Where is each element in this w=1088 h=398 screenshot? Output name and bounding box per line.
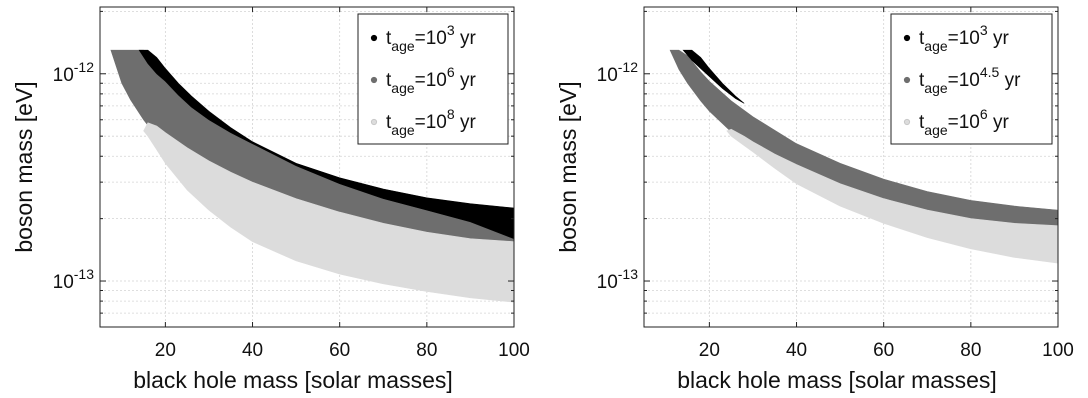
- chart-panel-right: 20 40 60 80 100 10-12 10-13 black hole mass [so…: [544, 0, 1088, 398]
- x-tick-label: 100: [498, 340, 530, 361]
- legend-marker-1: [903, 34, 911, 42]
- legend-box: [890, 13, 1053, 145]
- legend-box: [357, 13, 509, 145]
- legend-marker-0: [370, 76, 378, 84]
- y-tick-label: 10-12: [53, 59, 95, 86]
- legend: tage=103 yr tage=104.5 yr tage=106 yr: [890, 13, 1053, 145]
- y-axis-label: boson mass [eV]: [11, 81, 37, 252]
- axes-box: [643, 6, 1059, 328]
- legend-entry-1: tage=103 yr: [386, 22, 476, 54]
- chart-panel-left: 20 40 60 80 100 10-12 10-13 black hole mass [so…: [11, 6, 530, 393]
- x-tick-label: 100: [1042, 340, 1074, 361]
- legend-marker-2: [370, 118, 378, 126]
- legend-entry-2: tage=108 yr: [386, 106, 476, 138]
- legend: tage=103 yr tage=106 yr tage=108 yr: [357, 13, 509, 145]
- y-tick-label: 10-13: [597, 266, 639, 293]
- legend-entry-2: tage=106 yr: [919, 106, 1009, 138]
- x-tick-label: 60: [873, 340, 894, 361]
- x-tick-label: 80: [416, 340, 437, 361]
- axes-box: [99, 6, 515, 328]
- legend-marker-2: [903, 118, 911, 126]
- area-series-1: [682, 49, 745, 104]
- x-tick-label: 80: [960, 340, 981, 361]
- x-axis-label: black hole mass [solar masses]: [133, 367, 453, 393]
- chart-left-svg: 20 40 60 80 100 10-12 10-13 black hole mass [so…: [11, 6, 530, 393]
- legend-marker-0: [903, 76, 911, 84]
- x-tick-label: 60: [329, 340, 350, 361]
- y-tick-label: 10-12: [597, 59, 639, 86]
- y-axis-label: boson mass [eV]: [555, 81, 581, 252]
- chart-right-svg: 20 40 60 80 100 10-12 10-13 black hole mass [so…: [555, 6, 1074, 393]
- legend-entry-1: tage=103 yr: [919, 22, 1009, 54]
- legend-entry-0: tage=106 yr: [386, 64, 476, 96]
- legend-entry-0: tage=104.5 yr: [919, 64, 1021, 96]
- x-tick-label: 40: [786, 340, 807, 361]
- x-axis-label: black hole mass [solar masses]: [677, 367, 997, 393]
- x-tick-label: 40: [242, 340, 263, 361]
- y-tick-label: 10-13: [53, 266, 95, 293]
- x-tick-label: 20: [155, 340, 176, 361]
- x-tick-label: 20: [699, 340, 720, 361]
- legend-marker-1: [370, 34, 378, 42]
